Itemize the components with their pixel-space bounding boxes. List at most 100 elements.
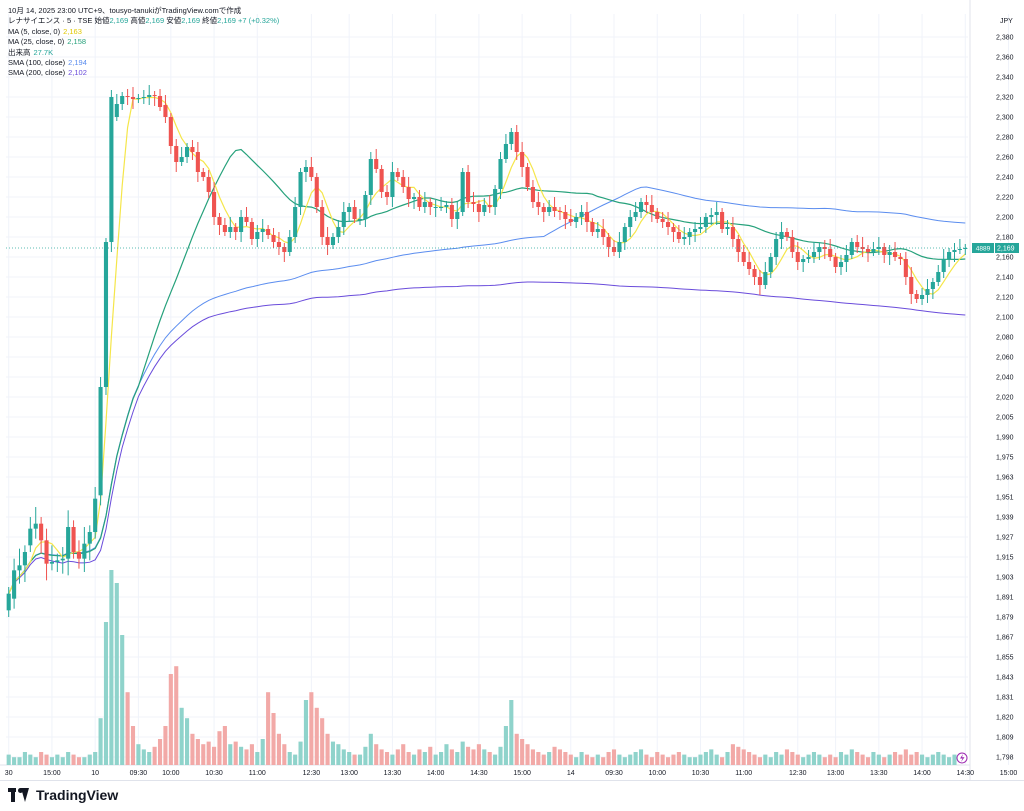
candle-body — [563, 212, 568, 219]
candle-body — [109, 97, 114, 242]
volume-bar — [693, 757, 698, 765]
candle-body — [617, 242, 622, 252]
volume-bar — [114, 583, 119, 765]
chart-legend: 10月 14, 2025 23:00 UTC+9、tousyo-tanukiがT… — [8, 6, 279, 79]
candle-body — [628, 217, 633, 227]
candle-body — [228, 227, 233, 232]
volume-bar — [649, 757, 654, 765]
volume-bar — [747, 752, 752, 765]
price-chart[interactable]: 2,380 2,360 2,340 2,320 2,300 2,280 2,260 2,240… — [0, 0, 1024, 780]
candle-body — [784, 232, 790, 237]
time-tick-label: 10 — [91, 770, 99, 777]
candle-body — [298, 172, 303, 207]
volume-bar — [260, 739, 265, 765]
volume-bar — [174, 666, 179, 765]
candle-body — [244, 217, 249, 222]
candle-body — [168, 117, 173, 146]
candle-body — [887, 252, 892, 255]
legend-sma200[interactable]: SMA (200, close) 2,102 — [8, 68, 279, 78]
volume-bar — [541, 754, 546, 765]
candle-body — [93, 498, 98, 532]
volume-bar — [352, 754, 357, 765]
candle-body — [184, 147, 190, 157]
time-tick-label: 14 — [567, 770, 575, 777]
volume-bar — [628, 754, 633, 765]
tradingview-logo[interactable]: TradingView — [8, 787, 118, 803]
volume-bar — [347, 752, 352, 765]
volume-bar — [617, 754, 622, 765]
candle-body — [925, 289, 930, 295]
volume-bar — [698, 754, 703, 765]
price-tick-label: 2,340 — [996, 75, 1014, 82]
candle-body — [103, 242, 109, 387]
candle-body — [855, 242, 860, 247]
candle-body — [779, 232, 784, 239]
high-label: 高値 — [130, 16, 146, 26]
volume-bar — [638, 749, 644, 765]
time-tick-label: 14:30 — [470, 770, 488, 777]
legend-ma25[interactable]: MA (25, close, 0) 2,158 — [8, 37, 279, 47]
volume-bar — [460, 741, 465, 765]
volume-bar — [136, 744, 141, 765]
volume-bar — [298, 741, 303, 765]
price-tick-label: 2,180 — [996, 235, 1014, 242]
volume-bar — [98, 718, 103, 765]
volume-bar — [357, 754, 363, 765]
candle-body — [876, 247, 881, 249]
candle-body — [6, 593, 11, 611]
candle-body — [98, 387, 103, 496]
volume-bar — [471, 749, 476, 765]
volume-bar — [655, 752, 660, 765]
volume-bar — [22, 752, 27, 765]
volume-bar — [76, 757, 82, 765]
candle-body — [314, 177, 319, 207]
legend-volume[interactable]: 出来高 27.7K — [8, 48, 279, 58]
volume-bar — [314, 707, 319, 765]
volume-bar — [536, 752, 541, 765]
candle-body — [282, 247, 287, 252]
candle-body — [476, 204, 481, 212]
candle-body — [601, 229, 606, 237]
volume-bar — [482, 749, 487, 765]
volume-bar — [790, 752, 795, 765]
low-label: 安値 — [166, 16, 182, 26]
volume-bar — [784, 749, 790, 765]
legend-sma100[interactable]: SMA (100, close) 2,194 — [8, 58, 279, 68]
candle-body — [87, 532, 92, 544]
volume-bar — [233, 741, 238, 765]
volume-bar — [44, 754, 49, 765]
candle-body — [141, 97, 146, 98]
candle-body — [428, 202, 433, 207]
volume-bar — [920, 754, 925, 765]
candle-body — [865, 249, 871, 252]
candle-body — [222, 225, 227, 232]
volume-bar — [309, 692, 314, 765]
price-tick-label: 1,963 — [996, 475, 1014, 482]
volume-bar — [141, 749, 146, 765]
candle-body — [838, 262, 844, 267]
price-tick-label: 2,280 — [996, 135, 1014, 142]
volume-bar — [671, 754, 676, 765]
footer-bar: TradingView — [0, 780, 1024, 811]
volume-bar — [644, 754, 649, 765]
volume-bar — [947, 757, 952, 765]
price-tick-label: 2,320 — [996, 95, 1014, 102]
volume-bar — [936, 752, 941, 765]
volume-bar — [217, 731, 222, 765]
volume-bar — [466, 746, 471, 765]
volume-bar — [584, 754, 590, 765]
volume-bar — [633, 752, 638, 765]
volume-bar — [930, 754, 935, 765]
candle-body — [741, 252, 746, 262]
candle-body — [363, 195, 368, 219]
volume-bar — [195, 739, 200, 765]
volume-bar — [476, 744, 481, 765]
time-tick-label: 14:00 — [427, 770, 445, 777]
candle-body — [466, 172, 471, 202]
volume-bar — [817, 754, 822, 765]
candle-body — [357, 219, 363, 220]
legend-ma5[interactable]: MA (5, close, 0) 2,163 — [8, 27, 279, 37]
price-tick-label: 1,951 — [996, 495, 1014, 502]
volume-bar — [28, 754, 33, 765]
candle-body — [930, 282, 935, 289]
